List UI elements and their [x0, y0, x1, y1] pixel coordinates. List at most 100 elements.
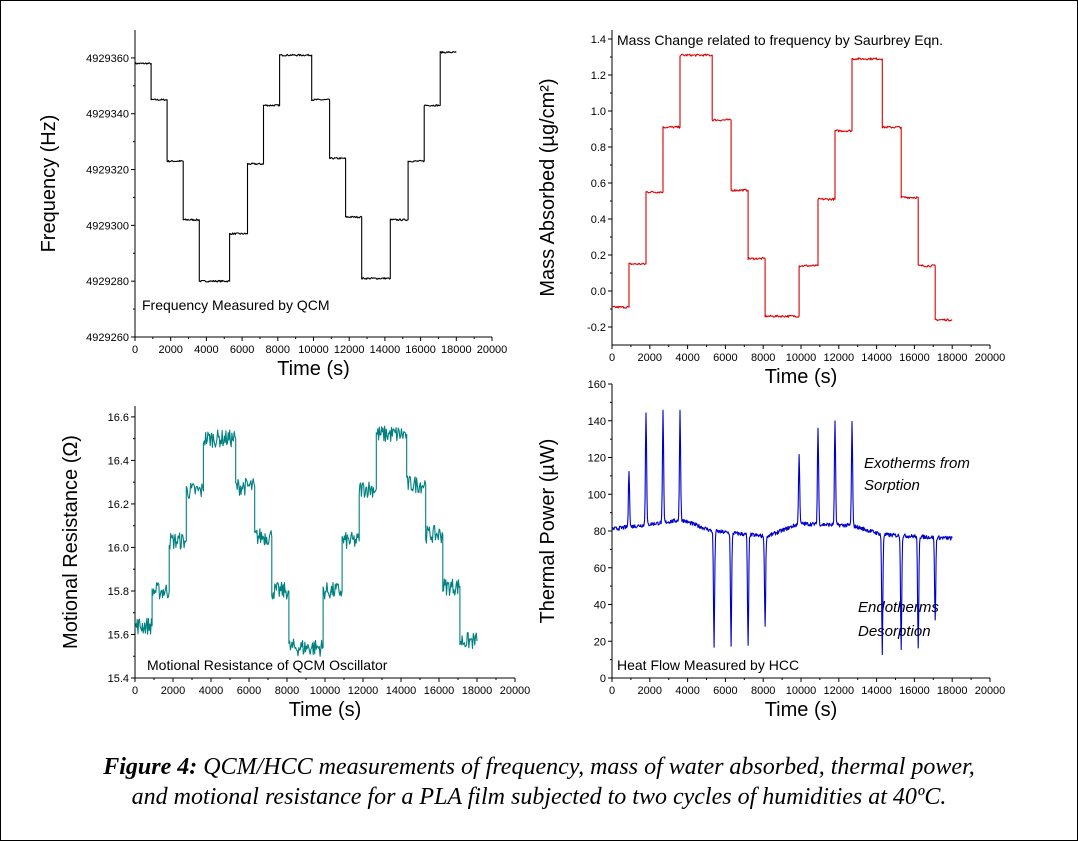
frequency-y-tick-label: 4929260	[86, 332, 129, 344]
mass-x-tick-label: 4000	[675, 352, 699, 364]
thermal-y-tick-label: 20	[594, 636, 606, 648]
mass-y-axis-title: Mass Absorbed (µg/cm²)	[537, 78, 559, 296]
thermal-panel: 0 2000 4000 6000 8000 10000 12000 14000 16000 180…	[537, 379, 1005, 721]
thermal-y-tick-label: 120	[588, 453, 606, 465]
thermal-x-tick-label: 10000	[786, 685, 817, 697]
mass-x-tick-label: 16000	[899, 352, 930, 364]
mass-x-tick-label: 10000	[786, 352, 817, 364]
resistance-x-tick-label: 20000	[500, 685, 531, 697]
frequency-x-tick-label: 6000	[230, 344, 254, 356]
thermal-annotation: Sorption	[864, 477, 920, 494]
resistance-x-tick-label: 16000	[424, 685, 455, 697]
mass-y-tick-label: 1.2	[591, 70, 606, 82]
frequency-x-tick-label: 0	[132, 344, 138, 356]
resistance-x-tick-label: 0	[132, 685, 138, 697]
mass-annotation: Mass Change related to frequency by Saur…	[617, 32, 943, 48]
thermal-x-tick-label: 6000	[713, 685, 737, 697]
mass-x-tick-label: 12000	[824, 352, 855, 364]
thermal-y-tick-label: 0	[600, 673, 606, 685]
thermal-annotation: Exotherms from	[864, 455, 970, 472]
resistance-x-tick-label: 4000	[199, 685, 223, 697]
frequency-x-tick-label: 8000	[266, 344, 290, 356]
resistance-y-axis-title: Motional Resistance (Ω)	[60, 435, 82, 649]
frequency-x-axis-title: Time (s)	[277, 358, 350, 380]
frequency-panel: 0 2000 4000 6000 8000 10000 12000 14000 16000 180…	[38, 30, 507, 380]
figure-plots: 0 2000 4000 6000 8000 10000 12000 14000 16000 180…	[38, 30, 1005, 721]
mass-y-tick-label: 0.8	[591, 142, 606, 154]
resistance-y-tick-label: 15.8	[108, 586, 129, 598]
figure-caption-label: Figure 4:	[103, 754, 198, 780]
frequency-y-tick-label: 4929280	[86, 276, 129, 288]
frequency-x-tick-label: 4000	[194, 344, 218, 356]
figure-caption-text2: and motional resistance for a PLA film s…	[131, 784, 947, 810]
resistance-y-tick-label: 16.4	[108, 455, 129, 467]
frequency-series-line	[134, 50, 457, 283]
mass-y-tick-label: 0.2	[591, 250, 606, 262]
thermal-y-tick-label: 60	[594, 563, 606, 575]
figure-caption-line2: and motional resistance for a PLA film s…	[0, 782, 1078, 812]
thermal-x-tick-label: 16000	[899, 685, 930, 697]
thermal-x-tick-label: 2000	[638, 685, 662, 697]
thermal-annotation: Heat Flow Measured by HCC	[617, 657, 799, 673]
resistance-x-tick-label: 14000	[386, 685, 417, 697]
resistance-x-tick-label: 10000	[310, 685, 341, 697]
thermal-x-axis-title: Time (s)	[765, 699, 838, 721]
frequency-x-tick-label: 18000	[441, 344, 472, 356]
thermal-y-tick-label: 100	[588, 489, 606, 501]
resistance-x-tick-label: 8000	[275, 685, 299, 697]
mass-y-tick-label: 0.0	[591, 286, 606, 298]
frequency-x-tick-label: 14000	[370, 344, 401, 356]
thermal-series-line	[611, 409, 953, 656]
thermal-y-tick-label: 140	[588, 416, 606, 428]
thermal-annotation: Desorption	[858, 623, 931, 640]
frequency-y-axis-title: Frequency (Hz)	[38, 115, 60, 253]
thermal-y-tick-label: 160	[588, 379, 606, 391]
resistance-y-tick-label: 15.6	[108, 629, 129, 641]
frequency-y-tick-label: 4929360	[86, 53, 129, 65]
thermal-x-tick-label: 8000	[751, 685, 775, 697]
frequency-x-tick-label: 16000	[405, 344, 436, 356]
thermal-x-tick-label: 4000	[675, 685, 699, 697]
thermal-x-tick-label: 12000	[824, 685, 855, 697]
figure-caption-text1: QCM/HCC measurements of frequency, mass …	[203, 754, 975, 780]
figure-caption-line1: Figure 4: QCM/HCC measurements of freque…	[0, 752, 1078, 782]
resistance-x-tick-label: 18000	[462, 685, 493, 697]
thermal-y-axis-title: Thermal Power (µW)	[537, 439, 559, 624]
mass-x-tick-label: 8000	[751, 352, 775, 364]
mass-x-axis-title: Time (s)	[765, 366, 838, 388]
mass-x-tick-label: 14000	[861, 352, 892, 364]
mass-x-tick-label: 2000	[638, 352, 662, 364]
resistance-x-tick-label: 2000	[161, 685, 185, 697]
resistance-y-tick-label: 15.4	[108, 673, 129, 685]
mass-y-tick-label: -0.2	[587, 322, 606, 334]
mass-panel: 0 2000 4000 6000 8000 10000 12000 14000 16000 180…	[537, 30, 1005, 388]
frequency-y-tick-label: 4929340	[86, 109, 129, 121]
resistance-panel: 0 2000 4000 6000 8000 10000 12000 14000 16000 180…	[60, 406, 530, 721]
resistance-x-axis-title: Time (s)	[289, 699, 362, 721]
mass-y-tick-label: 1.4	[591, 34, 606, 46]
thermal-x-tick-label: 18000	[937, 685, 968, 697]
resistance-series-line	[134, 425, 478, 657]
resistance-y-tick-label: 16.0	[108, 542, 129, 554]
resistance-y-tick-label: 16.6	[108, 412, 129, 424]
thermal-annotation: Endotherms	[858, 599, 939, 616]
frequency-x-tick-label: 2000	[158, 344, 182, 356]
thermal-x-tick-label: 0	[609, 685, 615, 697]
mass-x-tick-label: 18000	[937, 352, 968, 364]
mass-x-tick-label: 6000	[713, 352, 737, 364]
resistance-annotation: Motional Resistance of QCM Oscillator	[147, 657, 388, 673]
mass-y-tick-label: 0.4	[591, 214, 606, 226]
mass-series-line	[612, 53, 953, 322]
frequency-y-tick-label: 4929320	[86, 165, 129, 177]
frequency-x-tick-label: 10000	[298, 344, 329, 356]
resistance-x-tick-label: 12000	[348, 685, 379, 697]
mass-y-tick-label: 0.6	[591, 178, 606, 190]
thermal-x-tick-label: 20000	[975, 685, 1006, 697]
thermal-x-tick-label: 14000	[861, 685, 892, 697]
mass-y-tick-label: 1.0	[591, 106, 606, 118]
thermal-y-tick-label: 80	[594, 526, 606, 538]
resistance-y-tick-label: 16.2	[108, 499, 129, 511]
frequency-annotation: Frequency Measured by QCM	[142, 297, 330, 313]
frequency-y-tick-label: 4929300	[86, 220, 129, 232]
